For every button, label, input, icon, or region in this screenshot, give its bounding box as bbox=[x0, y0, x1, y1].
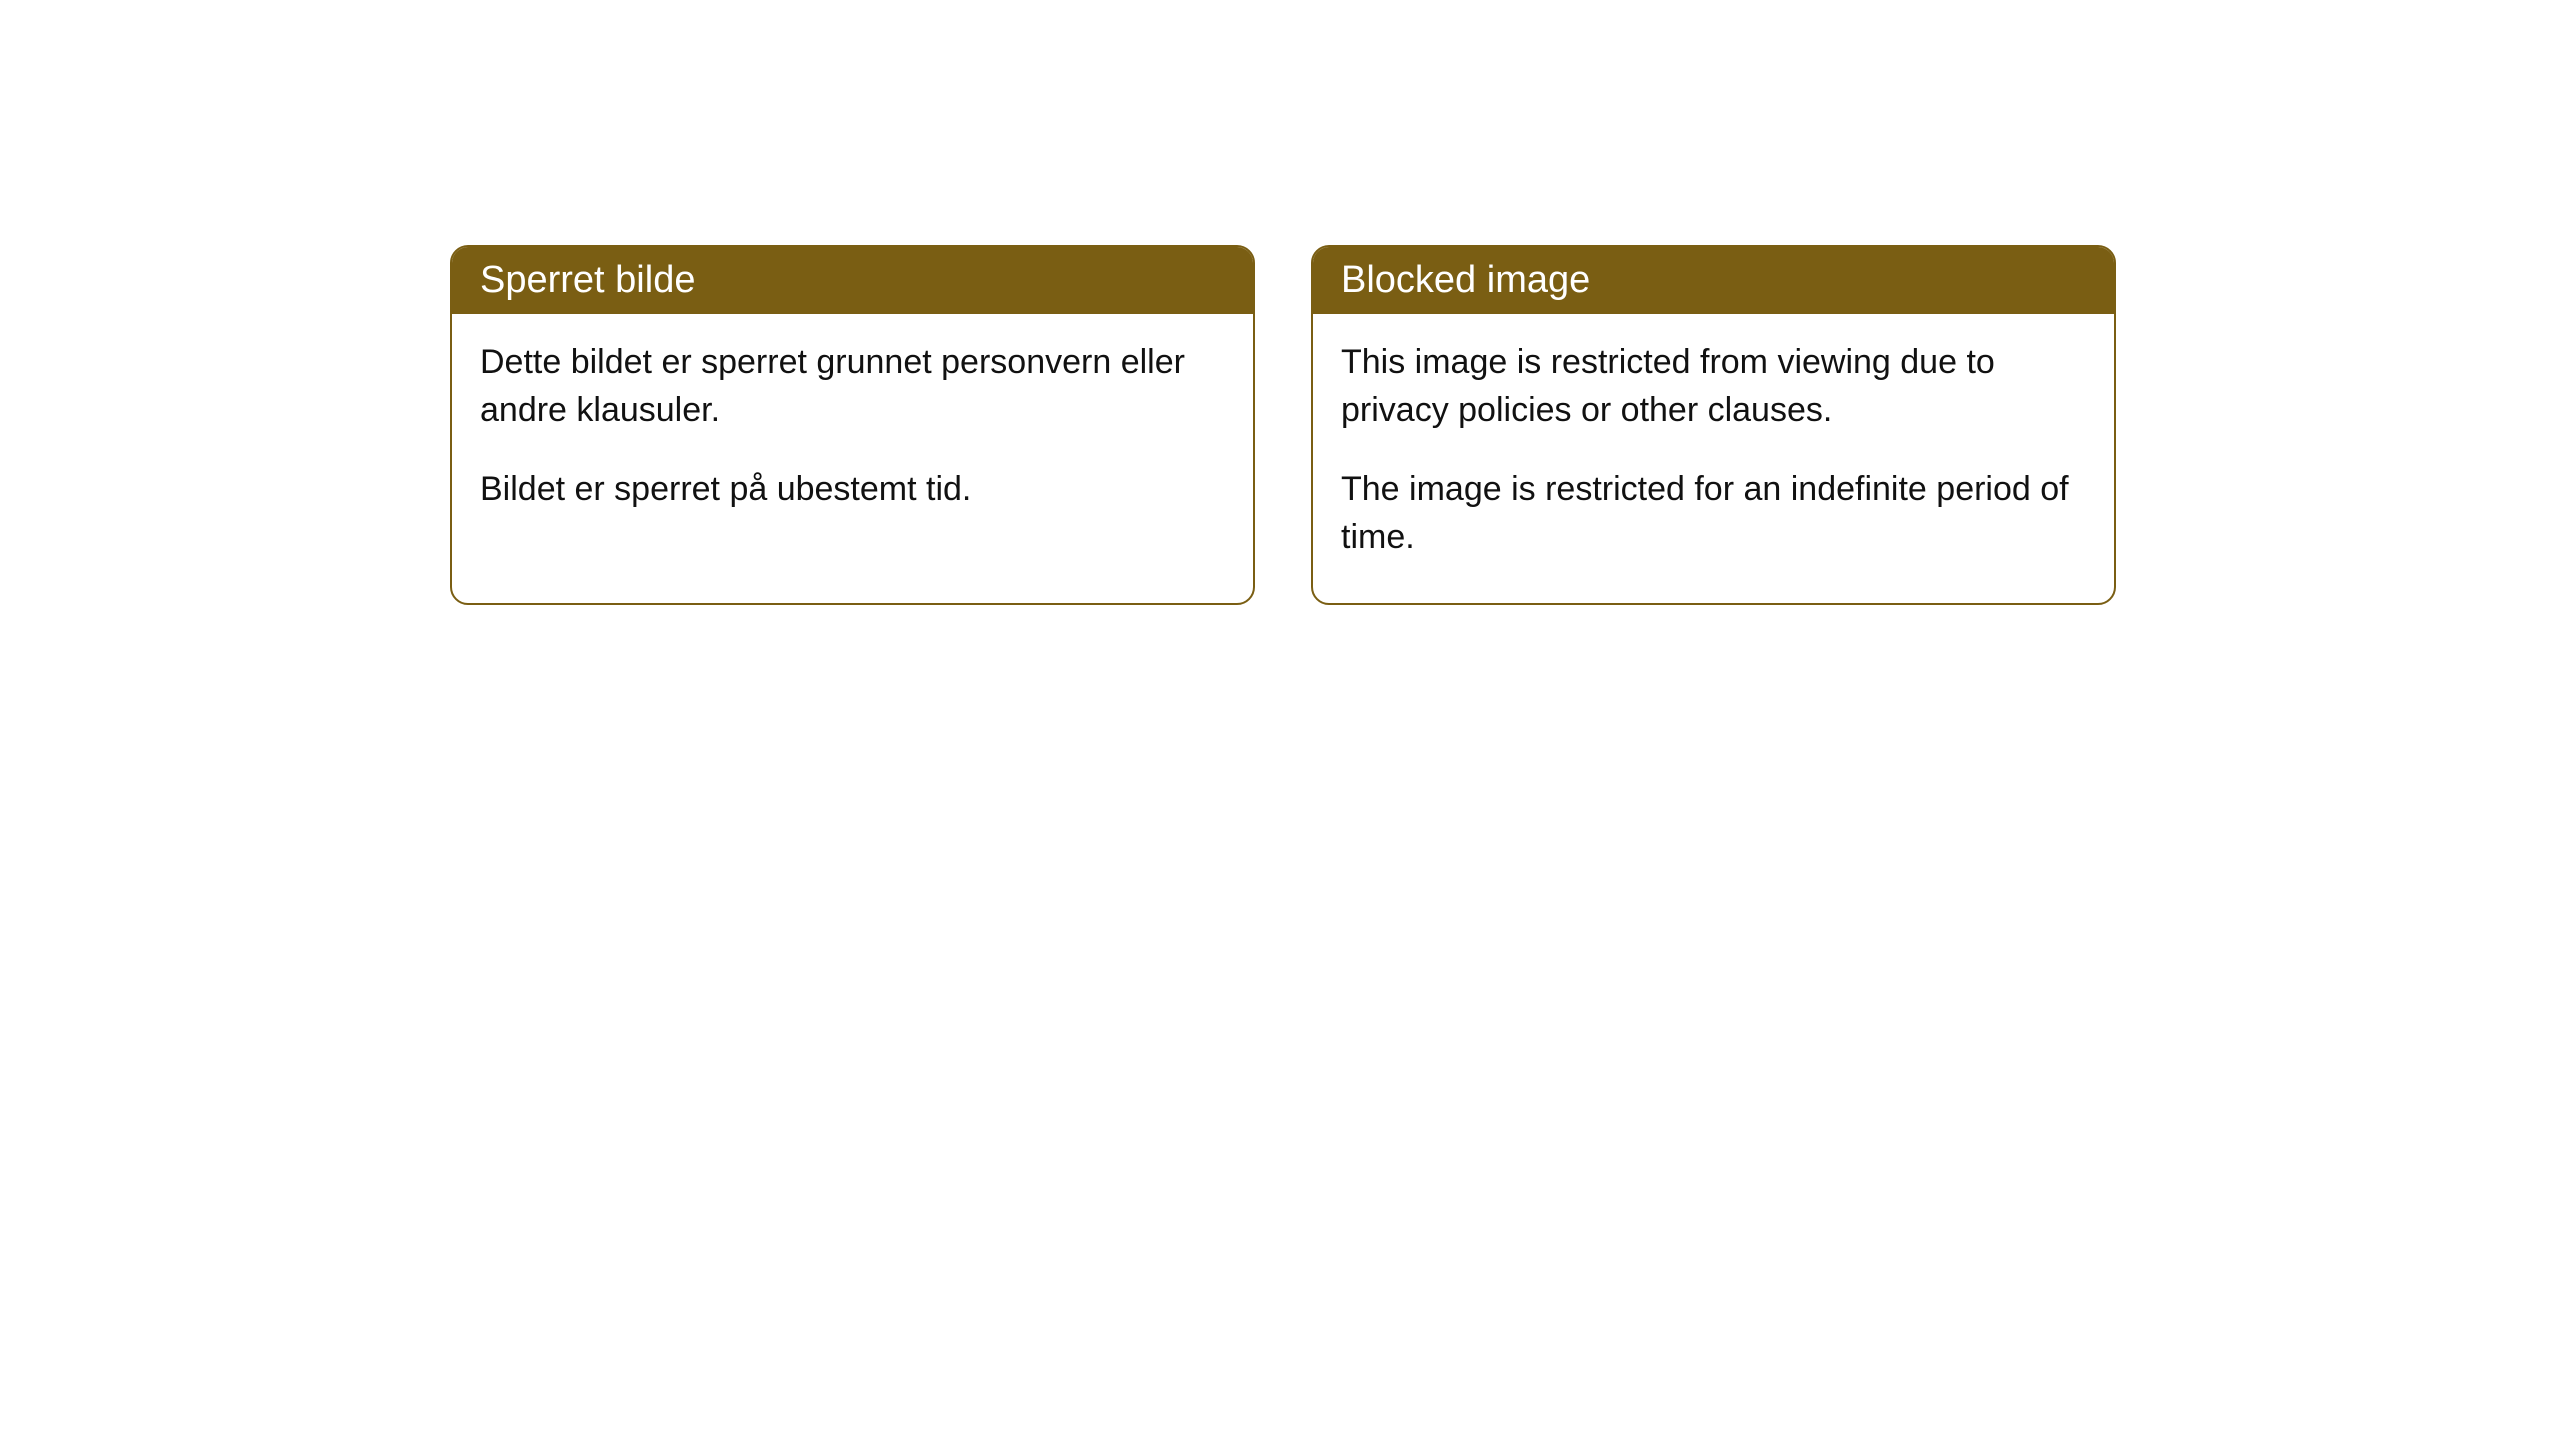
card-paragraph: Dette bildet er sperret grunnet personve… bbox=[480, 338, 1225, 435]
card-paragraph: Bildet er sperret på ubestemt tid. bbox=[480, 465, 1225, 513]
notice-card-norwegian: Sperret bilde Dette bildet er sperret gr… bbox=[450, 245, 1255, 605]
card-header: Blocked image bbox=[1313, 247, 2114, 314]
card-paragraph: This image is restricted from viewing du… bbox=[1341, 338, 2086, 435]
card-body: Dette bildet er sperret grunnet personve… bbox=[452, 314, 1253, 555]
notice-cards-container: Sperret bilde Dette bildet er sperret gr… bbox=[450, 245, 2116, 605]
card-body: This image is restricted from viewing du… bbox=[1313, 314, 2114, 603]
notice-card-english: Blocked image This image is restricted f… bbox=[1311, 245, 2116, 605]
card-paragraph: The image is restricted for an indefinit… bbox=[1341, 465, 2086, 562]
card-header: Sperret bilde bbox=[452, 247, 1253, 314]
